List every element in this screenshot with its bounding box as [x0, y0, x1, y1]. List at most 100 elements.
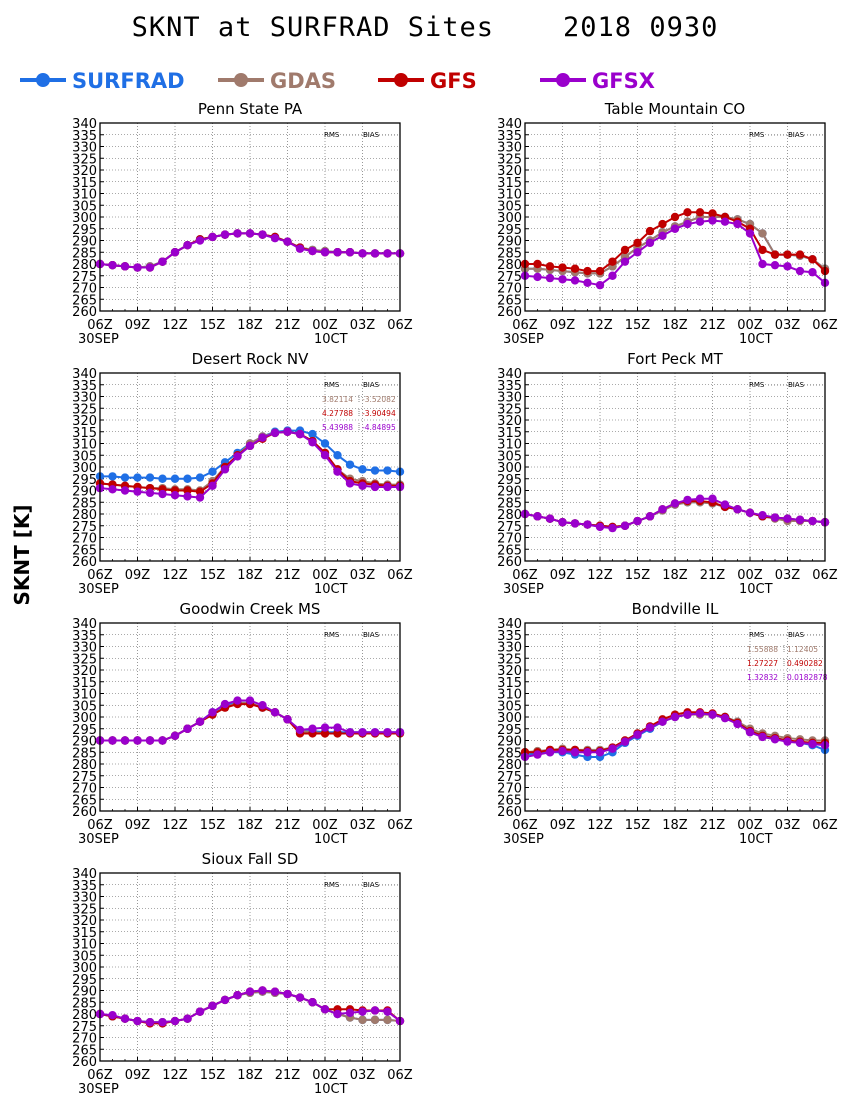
series-gfsx	[95, 229, 405, 272]
x-tick-label: 00Z	[312, 818, 338, 833]
series-gfsx	[95, 696, 405, 745]
panel-title: Bondville IL	[632, 600, 719, 618]
y-tick-label: 315	[497, 176, 522, 191]
x-tick-label: 06Z	[387, 318, 413, 333]
data-point	[745, 229, 755, 238]
y-tick-label: 290	[497, 485, 522, 500]
y-tick-label: 270	[72, 782, 97, 797]
data-point	[608, 271, 617, 280]
y-tick-label: 315	[72, 926, 97, 941]
x-tick-label: 12Z	[162, 1068, 188, 1083]
data-point	[533, 259, 542, 269]
data-point	[545, 273, 555, 283]
data-point	[758, 229, 767, 238]
panel-title: Table Mountain CO	[604, 100, 746, 118]
y-tick-label: 305	[497, 199, 522, 214]
data-point	[608, 523, 617, 533]
y-tick-label: 325	[72, 652, 97, 667]
data-point	[608, 257, 617, 266]
data-point	[258, 230, 267, 239]
data-point	[245, 229, 255, 238]
x-tick-label: 15Z	[625, 568, 651, 583]
chart-panel-7: Sioux Fall SD 06Z 09Z 12Z 15Z 18Z 21Z 00Z 03Z 06Z…	[72, 850, 413, 1097]
legend-label: SURFRAD	[72, 69, 185, 93]
data-point	[370, 1006, 380, 1015]
y-tick-label: 310	[497, 688, 522, 703]
plot-frame	[524, 622, 826, 812]
y-tick-label: 285	[497, 496, 522, 511]
data-point	[358, 1007, 367, 1016]
x-tick-label: 06Z	[512, 818, 538, 833]
data-point	[808, 516, 817, 526]
x-tick-label: 06Z	[812, 318, 838, 333]
data-point	[183, 241, 192, 250]
data-point	[708, 209, 717, 218]
y-tick-label: 335	[497, 629, 522, 644]
data-point	[558, 518, 567, 527]
data-point	[645, 238, 655, 248]
y-tick-label: 295	[72, 223, 97, 238]
y-tick-label: 335	[72, 879, 97, 894]
data-point	[120, 262, 130, 271]
plot-frame	[99, 622, 401, 812]
data-point	[545, 262, 555, 271]
data-point	[333, 729, 342, 738]
y-tick-label: 305	[72, 449, 97, 464]
data-point	[595, 522, 605, 532]
legend: SURFRAD GDAS GFS GFSX	[20, 69, 655, 93]
bias-value: 0.490282	[787, 659, 823, 668]
rms-header: RMS	[324, 631, 340, 639]
y-tick-label: 320	[72, 664, 97, 679]
data-point	[533, 512, 542, 521]
data-point	[545, 748, 555, 757]
data-point	[345, 248, 355, 257]
data-point	[808, 739, 817, 749]
data-point	[308, 998, 317, 1007]
data-point	[270, 233, 280, 243]
data-point	[345, 728, 355, 737]
x-tick-label: 18Z	[662, 318, 688, 333]
x-tick-label: 21Z	[275, 818, 301, 833]
data-point	[720, 217, 730, 226]
data-point	[658, 505, 667, 514]
y-tick-label: 275	[497, 770, 522, 785]
data-point	[383, 466, 392, 475]
x-tick-label: 06Z	[87, 818, 113, 833]
data-point	[208, 1001, 217, 1010]
y-tick-label: 305	[497, 449, 522, 464]
x-tick-label: 03Z	[775, 318, 801, 333]
x-tick-label: 18Z	[237, 818, 263, 833]
x-tick-label: 03Z	[350, 318, 376, 333]
x-tick-label: 03Z	[350, 568, 376, 583]
x-tick-label: 06Z	[87, 1068, 113, 1083]
y-tick-label: 330	[72, 141, 97, 156]
y-tick-label: 275	[497, 270, 522, 285]
data-point	[770, 250, 780, 259]
x-date-label: 30SEP	[503, 832, 544, 847]
x-date-label: 30SEP	[78, 332, 119, 347]
y-tick-label: 320	[72, 914, 97, 929]
x-tick-label: 15Z	[200, 568, 226, 583]
data-point	[620, 245, 630, 255]
data-point	[583, 748, 592, 757]
y-tick-label: 280	[497, 758, 522, 773]
y-tick-label: 290	[72, 985, 97, 1000]
x-tick-label: 09Z	[550, 318, 576, 333]
y-tick-label: 280	[497, 258, 522, 273]
bias-value: -3.90494	[362, 409, 396, 418]
y-tick-label: 310	[72, 188, 97, 203]
y-tick-label: 300	[72, 961, 97, 976]
x-tick-label: 12Z	[162, 568, 188, 583]
data-point	[708, 494, 717, 503]
y-tick-label: 320	[72, 164, 97, 179]
data-point	[233, 452, 242, 461]
y-tick-label: 300	[72, 711, 97, 726]
data-point	[333, 467, 342, 476]
x-tick-label: 06Z	[812, 818, 838, 833]
y-tick-label: 310	[497, 438, 522, 453]
y-tick-label: 275	[72, 270, 97, 285]
data-point	[670, 212, 680, 222]
y-tick-label: 315	[72, 676, 97, 691]
y-tick-label: 265	[72, 1043, 97, 1058]
series-gfsx	[520, 709, 830, 762]
